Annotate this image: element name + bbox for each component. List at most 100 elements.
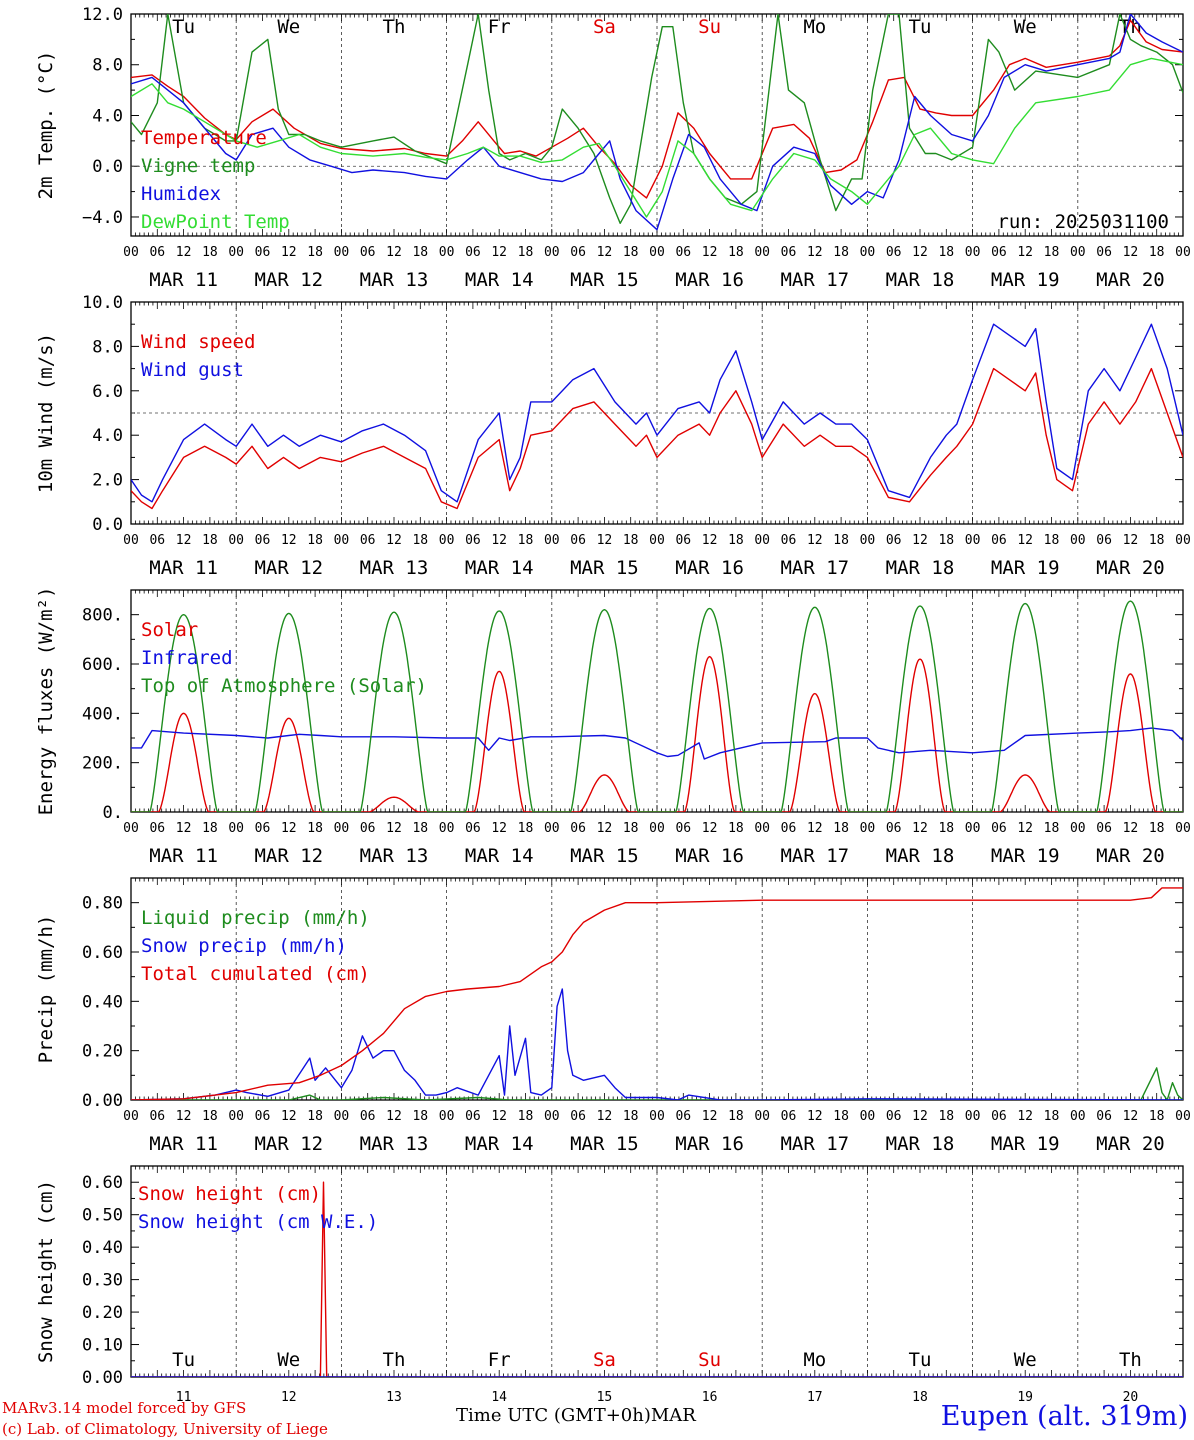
hour-label: 18: [412, 1109, 428, 1124]
hour-label: 18: [833, 821, 849, 836]
hour-label: 12: [176, 533, 192, 548]
y-tick-label: 0.80: [82, 894, 123, 914]
hour-label: 18: [518, 533, 534, 548]
day-number-label: 16: [702, 1390, 718, 1405]
hour-label: 12: [386, 821, 402, 836]
date-label: MAR 11: [149, 557, 218, 579]
hour-label: 18: [518, 821, 534, 836]
panel-precip: 0.00 0.20 0.40 0.60 0.80 Precip (mm/h) MAR 11 0…: [35, 877, 1191, 1155]
hour-label: 18: [412, 533, 428, 548]
date-label: MAR 12: [254, 845, 323, 867]
y-tick-label: 200.: [82, 754, 123, 774]
day-number-label: 17: [807, 1390, 823, 1405]
series-line: [131, 19, 1183, 199]
hour-label: 06: [570, 1109, 586, 1124]
weekday-label: Fr: [488, 16, 511, 38]
hour-label: 12: [1123, 245, 1139, 260]
date-label: MAR 19: [991, 1133, 1060, 1155]
hour-label: 00: [649, 821, 665, 836]
legend-entry: Vigne temp: [141, 155, 255, 177]
legend-entry: Humidex: [141, 183, 221, 205]
hour-label: 00: [334, 245, 350, 260]
hour-label: 06: [781, 245, 797, 260]
date-label: MAR 15: [570, 1133, 639, 1155]
weekday-label: Fr: [488, 1349, 511, 1371]
y-axis-label: 10m Wind (m/s): [35, 333, 57, 493]
hour-label: 18: [412, 245, 428, 260]
hour-label: 06: [886, 533, 902, 548]
hour-label: 18: [623, 821, 639, 836]
weekday-label: Th: [383, 16, 406, 38]
hour-label: 18: [202, 245, 218, 260]
date-label: MAR 20: [1096, 845, 1165, 867]
date-label: MAR 12: [254, 269, 323, 291]
hour-label: 18: [1044, 533, 1060, 548]
date-label: MAR 18: [886, 1133, 955, 1155]
date-label: MAR 15: [570, 269, 639, 291]
legend-entry: Top of Atmosphere (Solar): [141, 675, 427, 697]
hour-label: 06: [1096, 1109, 1112, 1124]
hour-label: 00: [228, 1109, 244, 1124]
hour-label: 06: [886, 821, 902, 836]
y-axis-label: Precip (mm/h): [35, 915, 57, 1064]
hour-label: 06: [570, 821, 586, 836]
hour-label: 06: [781, 821, 797, 836]
hour-label: 00: [649, 533, 665, 548]
hour-label: 12: [807, 821, 823, 836]
date-label: MAR 17: [780, 1133, 849, 1155]
y-axis-label: 2m Temp. (°C): [35, 51, 57, 200]
date-label: MAR 17: [780, 845, 849, 867]
y-tick-label: 0.00: [82, 1091, 123, 1111]
hour-label: 00: [860, 533, 876, 548]
hour-label: 00: [965, 1109, 981, 1124]
hour-label: 12: [1017, 1109, 1033, 1124]
hour-label: 12: [912, 245, 928, 260]
hour-label: 12: [491, 533, 507, 548]
weekday-label: We: [1014, 1349, 1037, 1371]
hour-label: 00: [123, 1109, 139, 1124]
hour-label: 18: [728, 245, 744, 260]
y-tick-label: 0.20: [82, 1303, 123, 1323]
hour-label: 12: [281, 245, 297, 260]
hour-label: 06: [1096, 245, 1112, 260]
hour-label: 18: [938, 533, 954, 548]
hour-label: 18: [202, 821, 218, 836]
y-tick-label: 0.40: [82, 992, 123, 1012]
hour-label: 18: [1149, 821, 1165, 836]
hour-label: 12: [281, 1109, 297, 1124]
date-label: MAR 20: [1096, 269, 1165, 291]
hour-label: 12: [1123, 821, 1139, 836]
hour-label: 12: [702, 533, 718, 548]
y-tick-label: 0.30: [82, 1271, 123, 1291]
hour-label: 12: [491, 1109, 507, 1124]
hour-label: 06: [255, 245, 271, 260]
y-tick-label: 0.: [103, 803, 123, 823]
y-tick-label: 4.0: [92, 426, 123, 446]
weekday-label: Tu: [172, 16, 195, 38]
hour-label: 00: [1175, 1109, 1191, 1124]
hour-label: 06: [675, 1109, 691, 1124]
legend-entry: Wind gust: [141, 359, 244, 381]
y-tick-label: 0.0: [92, 515, 123, 535]
hour-label: 00: [965, 533, 981, 548]
hour-label: 00: [1175, 821, 1191, 836]
date-label: MAR 13: [360, 557, 429, 579]
hour-label: 06: [781, 533, 797, 548]
date-label: MAR 18: [886, 269, 955, 291]
y-tick-label: 2.0: [92, 471, 123, 491]
hour-label: 18: [833, 245, 849, 260]
hour-label: 18: [307, 1109, 323, 1124]
hour-label: 06: [886, 1109, 902, 1124]
hour-label: 12: [1123, 533, 1139, 548]
hour-label: 06: [465, 245, 481, 260]
date-label: MAR 15: [570, 845, 639, 867]
weekday-label: Mo: [803, 16, 826, 38]
legend-entry: Total cumulated (cm): [141, 963, 370, 985]
hour-label: 18: [307, 821, 323, 836]
hour-label: 18: [1149, 1109, 1165, 1124]
weekday-label: Tu: [909, 16, 932, 38]
hour-label: 12: [912, 1109, 928, 1124]
y-tick-label: 12.0: [82, 5, 123, 25]
hour-label: 12: [597, 1109, 613, 1124]
date-label: MAR 13: [360, 1133, 429, 1155]
